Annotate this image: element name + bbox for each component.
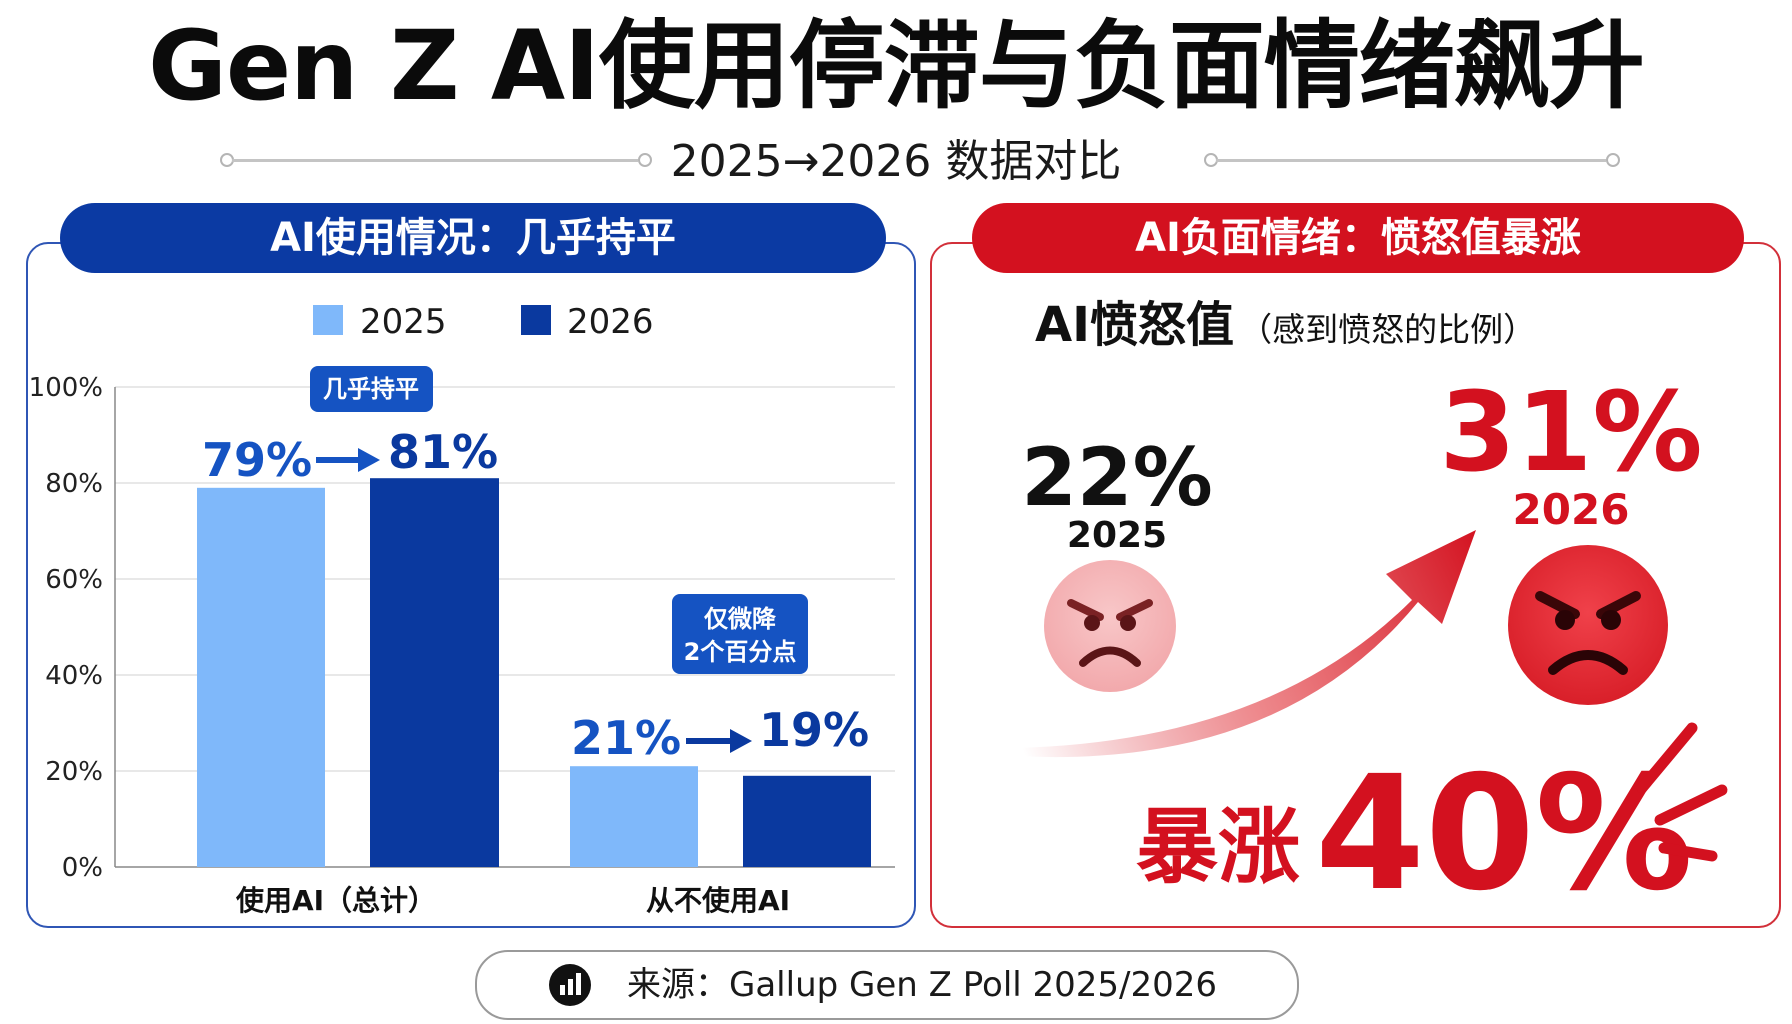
y-tick-label: 40% [45, 661, 103, 691]
callout-drop-line2: 2个百分点 [684, 638, 797, 666]
bar-chart-icon [549, 964, 591, 1006]
surge-value: 40% [1315, 742, 1693, 926]
y-tick-label: 100% [29, 373, 103, 403]
arrow-right-icon [686, 729, 752, 753]
usage-bar-chart: 0% 20% 40% 60% 80% 100% 79% 81% 使用AI（总计） 21% 19% 从不… [29, 373, 895, 917]
legend-label-2026: 2026 [567, 302, 654, 342]
anger-heading: AI愤怒值 （感到愤怒的比例） [1035, 297, 1536, 353]
anger-label-2025: 2025 [1067, 515, 1167, 556]
subtitle-rule-left-dot-end [638, 153, 652, 167]
legend-label-2025: 2025 [360, 302, 447, 342]
burst-lines-icon [1636, 722, 1728, 862]
ai-anger-banner: AI负面情绪：愤怒值暴涨 [972, 203, 1744, 273]
anger-value-2026: 31% [1439, 368, 1702, 496]
subtitle-rule-right-dot-end [1606, 153, 1620, 167]
category-label: 使用AI（总计） [235, 884, 436, 917]
y-tick-label: 60% [45, 565, 103, 595]
legend-swatch-2026 [521, 305, 551, 335]
bar-2026-never-use-ai [743, 775, 871, 867]
bar-value-label: 21% [571, 711, 681, 765]
subtitle-rule-left [232, 159, 638, 162]
bar-value-label: 19% [759, 703, 869, 757]
bar-2025-use-ai [197, 487, 325, 867]
callout-flat-label: 几乎持平 [323, 375, 419, 403]
legend-swatch-2025 [313, 305, 343, 335]
bar-value-label: 81% [388, 425, 498, 479]
subtitle-row: 2025→2026 数据对比 [0, 132, 1792, 192]
bar-2025-never-use-ai [570, 766, 698, 867]
y-tick-label: 80% [45, 469, 103, 499]
arrow-right-icon [316, 448, 380, 472]
anger-value-2025: 22% [1021, 431, 1212, 524]
callout-drop-line1: 仅微降 [704, 605, 777, 633]
surge-arrow-icon [1015, 530, 1476, 758]
category-label: 从不使用AI [646, 884, 790, 917]
bar-value-label: 79% [202, 433, 312, 487]
page-subtitle: 2025→2026 数据对比 [670, 136, 1122, 187]
anger-heading-main: AI愤怒值 [1035, 297, 1234, 353]
y-tick-label: 20% [45, 757, 103, 787]
callout-drop-bg [672, 594, 808, 674]
source-text: 来源：Gallup Gen Z Poll 2025/2026 [627, 965, 1218, 1005]
surge-word: 暴涨 [1136, 800, 1300, 895]
anger-label-2026: 2026 [1513, 485, 1630, 534]
angry-face-red-icon [1508, 545, 1668, 705]
callout-flat-bg [310, 366, 433, 412]
anger-heading-sub: （感到愤怒的比例） [1239, 310, 1536, 349]
source-pill: 来源：Gallup Gen Z Poll 2025/2026 [475, 950, 1299, 1020]
subtitle-rule-right [1216, 159, 1606, 162]
ai-usage-banner: AI使用情况：几乎持平 [60, 203, 886, 273]
page-title: Gen Z AI使用停滞与负面情绪飙升 [148, 10, 1645, 122]
angry-face-light-icon [1044, 560, 1176, 692]
bar-2026-use-ai [370, 478, 499, 867]
y-tick-label: 0% [62, 853, 103, 883]
